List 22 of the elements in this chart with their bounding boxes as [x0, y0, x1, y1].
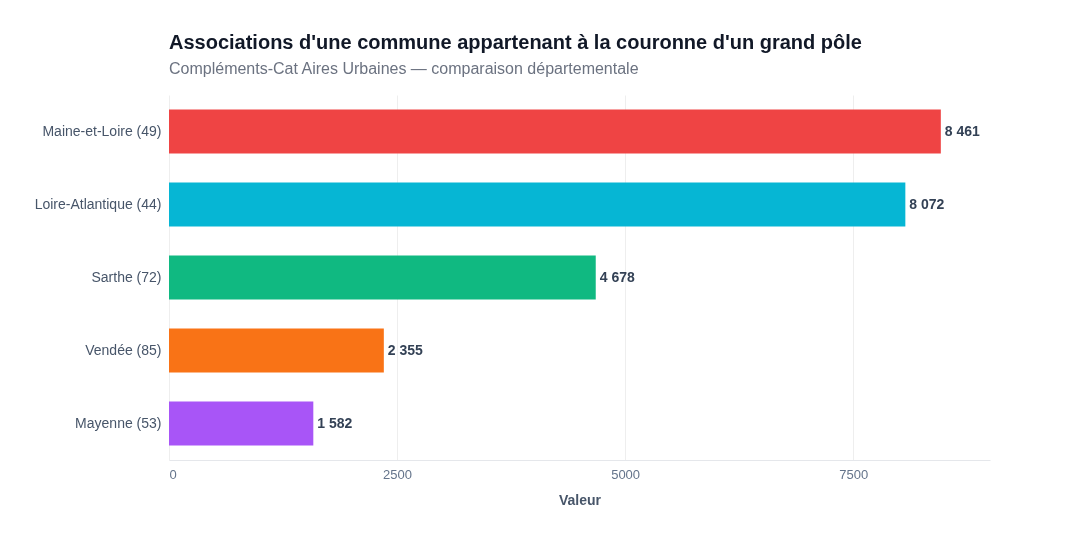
bar — [169, 182, 906, 227]
bar — [169, 255, 596, 300]
data-label: 8 461 — [944, 122, 981, 139]
data-label: 8 072 — [909, 195, 945, 212]
chart-subtitle: Compléments-Cat Aires Urbaines — comparaison départementale — [169, 60, 639, 77]
data-label: 2 355 — [387, 341, 424, 358]
x-tick-label: 2500 — [383, 466, 413, 482]
x-axis-title: Valeur — [558, 491, 602, 508]
y-tick-label: Sarthe (72) — [91, 268, 162, 285]
bar — [169, 401, 314, 446]
bar — [169, 328, 384, 373]
bar — [169, 109, 941, 154]
x-tick-label: 5000 — [611, 466, 641, 482]
y-tick-label: Mayenne (53) — [75, 414, 162, 431]
x-tick-label: 7500 — [839, 466, 869, 482]
y-tick-label: Vendée (85) — [85, 341, 162, 358]
chart-title: Associations d'une commune appartenant à la couronne d'un grand pôle — [169, 31, 862, 53]
y-tick-label: Loire-Atlantique (44) — [34, 195, 162, 212]
y-tick-label: Maine-et-Loire (49) — [42, 122, 162, 139]
data-label: 1 582 — [317, 414, 353, 431]
data-label: 4 678 — [599, 268, 635, 285]
x-tick-label: 0 — [169, 466, 177, 482]
